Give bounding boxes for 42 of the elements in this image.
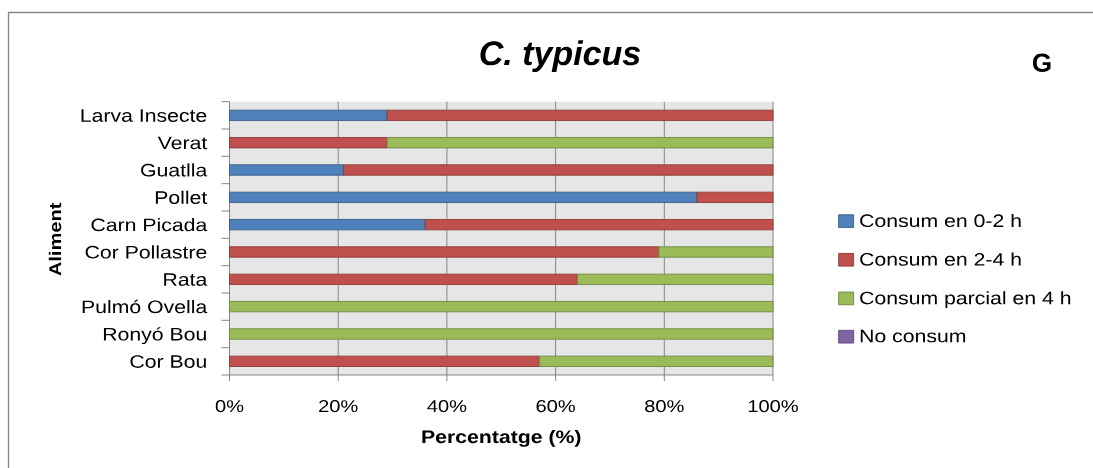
x-tick-label: 100% bbox=[748, 400, 798, 413]
x-axis-title: Percentatge (%) bbox=[422, 429, 581, 447]
x-tick-label: 40% bbox=[427, 400, 467, 413]
y-tick-label: Pulmó Ovella bbox=[82, 299, 208, 314]
bar bbox=[696, 191, 774, 203]
y-tick-label: Guatlla bbox=[141, 163, 208, 177]
bar bbox=[229, 219, 426, 231]
y-tick-label: Verat bbox=[157, 136, 208, 150]
bar bbox=[229, 301, 774, 313]
x-tick-label: 20% bbox=[319, 400, 358, 413]
bar bbox=[229, 328, 774, 340]
bar bbox=[386, 109, 774, 121]
bar bbox=[658, 246, 774, 258]
y-axis-title: Aliment bbox=[48, 202, 62, 276]
y-tick-label: Pollet bbox=[155, 190, 208, 204]
chart-title: C. typicus bbox=[480, 40, 641, 73]
legend-label: Consum parcial en 4 h bbox=[860, 291, 1071, 308]
bar bbox=[229, 273, 578, 285]
bar bbox=[386, 137, 774, 149]
y-tick-label: Rata bbox=[164, 273, 208, 286]
bar bbox=[229, 191, 698, 203]
bar bbox=[424, 219, 774, 231]
bar bbox=[576, 273, 774, 285]
y-tick-label: Cor Bou bbox=[130, 355, 206, 368]
bar bbox=[229, 246, 660, 258]
bar bbox=[229, 137, 388, 149]
bar bbox=[343, 164, 774, 176]
y-tick-label: Larva Insecte bbox=[81, 109, 207, 122]
bar bbox=[229, 355, 540, 367]
bar bbox=[229, 164, 345, 176]
x-tick-label: 80% bbox=[645, 400, 684, 413]
y-tick-label: Carn Picada bbox=[91, 218, 208, 232]
legend-label: Consum en 2-4 h bbox=[860, 252, 1021, 266]
legend-label: Consum en 0-2 h bbox=[860, 213, 1021, 228]
legend-label: No consum bbox=[860, 329, 966, 343]
text: G bbox=[1032, 53, 1051, 72]
bar bbox=[229, 109, 388, 121]
y-tick-label: Cor Pollastre bbox=[85, 245, 207, 259]
bar bbox=[538, 355, 774, 367]
x-tick-label: 60% bbox=[536, 400, 575, 413]
y-tick-label: Ronyó Bou bbox=[103, 327, 206, 345]
x-tick-label: 0% bbox=[215, 400, 244, 413]
